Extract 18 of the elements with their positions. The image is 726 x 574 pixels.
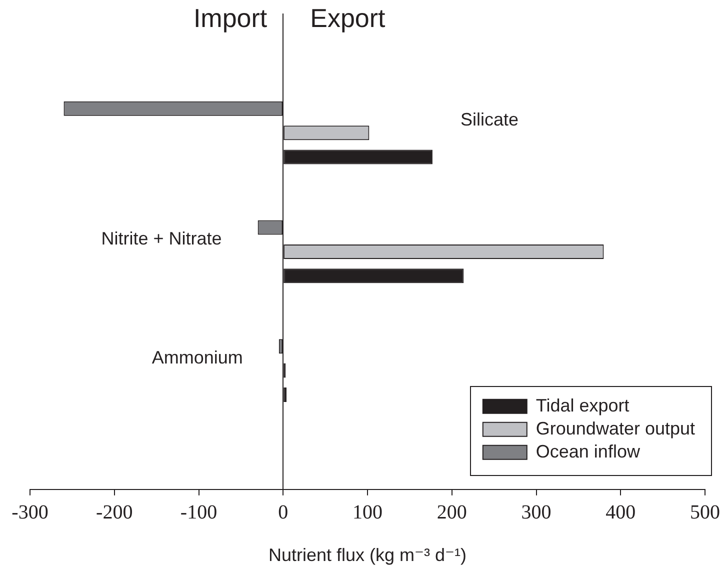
x-tick-label: -100 (180, 502, 218, 524)
legend-label: Groundwater output (536, 418, 696, 438)
x-tick-label: -200 (96, 502, 133, 524)
x-axis-title: Nutrient flux (kg m⁻³ d⁻¹) (268, 545, 467, 566)
x-tick-label: 100 (352, 502, 382, 524)
x-tick-label: 500 (690, 502, 720, 524)
annotation: Export (310, 3, 386, 34)
x-tick-label: 200 (436, 502, 467, 524)
legend-label: Ocean inflow (536, 441, 641, 462)
x-tick-label: -300 (12, 502, 48, 524)
x-tick-label: 400 (606, 502, 636, 524)
legend-label: Tidal export (536, 395, 630, 416)
annotation: Import (193, 3, 268, 34)
y-tick-label: Ammonium (152, 347, 243, 368)
y-tick-label: Silicate (460, 110, 518, 130)
x-tick-label: 0 (278, 502, 288, 524)
y-tick-label: Nitrite + Nitrate (101, 228, 222, 249)
x-tick-label: 300 (521, 502, 552, 524)
